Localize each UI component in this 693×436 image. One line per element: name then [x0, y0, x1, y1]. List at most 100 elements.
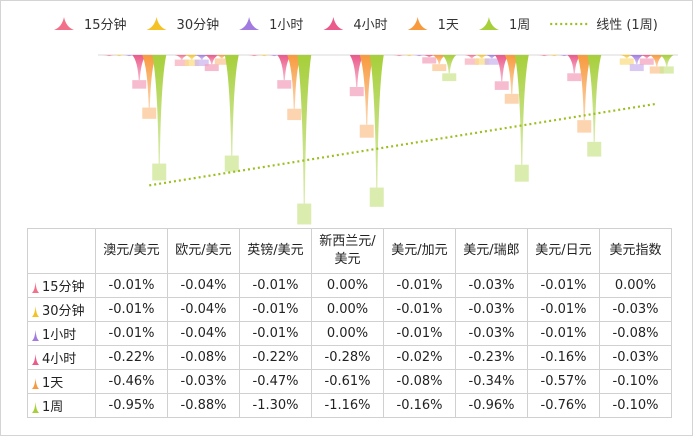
table-cell-2-4: -0.01% — [383, 321, 456, 346]
table-cell-1-4: -0.01% — [383, 297, 456, 322]
bar-1-2 — [257, 55, 272, 57]
table-cell-5-1: -0.88% — [167, 393, 240, 418]
bar-tail-5-1 — [224, 155, 239, 172]
bar-1-4 — [402, 55, 417, 57]
table-cell-4-2: -0.47% — [239, 369, 312, 394]
table-cell-3-0: -0.22% — [95, 345, 168, 370]
bar-2-7 — [629, 55, 644, 65]
bar-4-6 — [577, 55, 592, 121]
bar-3-1 — [204, 55, 219, 65]
table-cell-1-7: -0.03% — [599, 297, 672, 322]
table-cell-4-0: -0.46% — [95, 369, 168, 394]
bar-tail-1-5 — [474, 58, 489, 65]
bar-3-2 — [277, 55, 292, 81]
row-header-1: 30分钟 — [27, 297, 96, 322]
column-header-4: 美元/加元 — [383, 228, 456, 274]
bar-tail-5-3 — [369, 187, 384, 207]
legend-item-trendline: 线性 (1周) — [550, 18, 658, 33]
bar-tail-0-5 — [464, 58, 479, 65]
data-table: 澳元/美元 欧元/美元 英镑/美元 新西兰元/美元 美元/加元 美元/瑞郎 美元/日元 美元指… — [27, 228, 672, 418]
bar-4-7 — [649, 55, 664, 67]
legend-label-0: 15分钟 — [84, 17, 127, 33]
table-cell-0-1: -0.04% — [167, 273, 240, 298]
table-cell-4-3: -0.61% — [311, 369, 384, 394]
bar-0-1 — [174, 55, 189, 60]
bar-1-6 — [547, 55, 562, 57]
table-cell-5-2: -1.30% — [239, 393, 312, 418]
bar-tail-4-6 — [577, 120, 592, 133]
table-cell-2-3: 0.00% — [311, 321, 384, 346]
legend-label-1: 30分钟 — [177, 17, 220, 33]
bar-tail-5-4 — [442, 73, 457, 82]
column-header-1: 欧元/美元 — [167, 228, 240, 274]
table-cell-5-0: -0.95% — [95, 393, 168, 418]
legend-marker-3 — [323, 17, 344, 30]
row-header-4: 1天 — [27, 369, 96, 394]
row-header-label: 1周 — [42, 400, 64, 415]
table-row: 1天 -0.46% -0.03% -0.47% -0.61% -0.08% -0.34% -0… — [27, 369, 672, 394]
bar-1-7 — [619, 55, 634, 59]
bar-tail-3-0 — [132, 80, 147, 89]
table-cell-3-6: -0.16% — [527, 345, 600, 370]
table-cell-4-4: -0.08% — [383, 369, 456, 394]
table-cell-4-7: -0.10% — [599, 369, 672, 394]
bar-0-4 — [392, 55, 407, 57]
table-cell-0-6: -0.01% — [527, 273, 600, 298]
row-header-label: 15分钟 — [42, 280, 85, 295]
bar-3-5 — [494, 55, 509, 82]
table-cell-1-2: -0.01% — [239, 297, 312, 322]
bar-2-4 — [412, 55, 427, 57]
bar-5-5 — [514, 55, 529, 165]
bar-4-0 — [142, 55, 157, 108]
table-cell-4-6: -0.57% — [527, 369, 600, 394]
bar-tail-4-0 — [142, 107, 157, 119]
bar-5-7 — [659, 55, 674, 67]
row-header-label: 4小时 — [42, 352, 77, 367]
bar-tail-1-7 — [619, 58, 634, 65]
bar-tail-5-7 — [659, 66, 674, 74]
table-cell-0-5: -0.03% — [455, 273, 528, 298]
series-3 — [132, 55, 654, 97]
legend-marker-5 — [478, 17, 499, 30]
table-body: 15分钟 -0.01% -0.04% -0.01% 0.00% -0.01% -0.03% -… — [27, 273, 672, 418]
table-cell-1-3: 0.00% — [311, 297, 384, 322]
bar-5-6 — [587, 55, 602, 142]
trendline — [149, 102, 657, 187]
table-cell-1-6: -0.01% — [527, 297, 600, 322]
series-marker-icon — [32, 402, 39, 413]
bar-3-6 — [567, 55, 582, 74]
table-cell-0-7: 0.00% — [599, 273, 672, 298]
bar-3-4 — [422, 55, 437, 58]
bar-1-0 — [112, 55, 127, 57]
table-cell-1-0: -0.01% — [95, 297, 168, 322]
table-cell-2-0: -0.01% — [95, 321, 168, 346]
series-marker-icon — [32, 306, 39, 317]
table-cell-5-7: -0.10% — [599, 393, 672, 418]
legend-item-4: 1天 — [407, 17, 459, 33]
legend-marker-4 — [407, 17, 428, 30]
legend-marker-1 — [146, 17, 167, 30]
series-marker-icon — [32, 378, 39, 389]
table-cell-0-3: 0.00% — [311, 273, 384, 298]
legend-item-5: 1周 — [478, 17, 530, 33]
bar-tail-3-3 — [349, 87, 364, 97]
bar-tail-2-7 — [629, 64, 644, 72]
series-marker-icon — [32, 330, 39, 341]
table-cell-3-7: -0.03% — [599, 345, 672, 370]
trendline-layer — [149, 102, 657, 187]
row-header-label: 1小时 — [42, 328, 77, 343]
bar-3-3 — [349, 55, 364, 87]
table-cell-2-6: -0.01% — [527, 321, 600, 346]
table-cell-1-1: -0.04% — [167, 297, 240, 322]
bar-tail-3-2 — [277, 80, 292, 89]
bar-5-0 — [152, 55, 167, 164]
legend-item-3: 4小时 — [323, 17, 388, 33]
legend-marker-0 — [54, 17, 74, 30]
bar-4-2 — [287, 55, 302, 109]
row-header-label: 30分钟 — [42, 304, 85, 319]
table-cell-4-5: -0.34% — [455, 369, 528, 394]
bar-5-1 — [224, 55, 239, 156]
table-cell-1-5: -0.03% — [455, 297, 528, 322]
table-cell-0-2: -0.01% — [239, 273, 312, 298]
bar-2-1 — [194, 55, 209, 60]
